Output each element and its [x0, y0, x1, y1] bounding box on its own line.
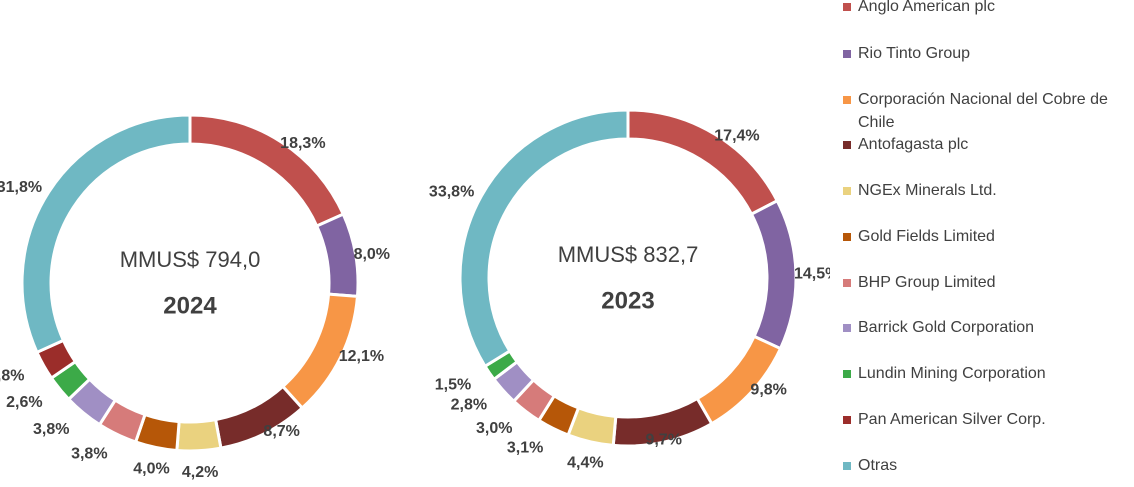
legend-item: BHP Group Limited: [843, 271, 1108, 294]
data-label: 3,0%: [476, 420, 512, 437]
slice: [188, 113, 346, 229]
legend-swatch: [843, 324, 851, 332]
slice: [20, 113, 192, 355]
center-label: MMUS$ 832,7: [558, 242, 699, 267]
chart-title: 2023: [601, 287, 654, 314]
data-label: 1,5%: [435, 377, 471, 394]
data-label: 33,8%: [429, 183, 474, 200]
data-label: 31,8%: [0, 179, 42, 196]
legend-swatch: [843, 141, 851, 149]
legend-label: Pan American Silver Corp.: [858, 411, 1046, 428]
legend-label: Rio Tinto Group: [858, 45, 971, 62]
data-label: 3,1%: [507, 439, 543, 456]
slice: [175, 417, 223, 453]
data-label: 2,8%: [451, 397, 487, 414]
legend-swatch: [843, 233, 851, 241]
legend-swatch: [843, 187, 851, 195]
legend-item: Antofagasta plc: [843, 133, 1108, 156]
legend-item: Anglo American plc: [843, 0, 1108, 18]
data-label: 17,4%: [714, 127, 759, 144]
legend-label: Gold Fields Limited: [858, 228, 995, 245]
data-label: 18,3%: [280, 135, 325, 152]
legend-swatch: [843, 370, 851, 378]
legend-swatch: [843, 50, 851, 58]
slice: [695, 334, 783, 426]
legend-swatch: [843, 3, 851, 11]
legend-item: Lundin Mining Corporation: [843, 362, 1108, 385]
legend-swatch: [843, 416, 851, 424]
legend-swatch: [843, 462, 851, 470]
data-label: 3,8%: [33, 421, 69, 438]
legend-label: Barrick Gold Corporation: [858, 319, 1035, 336]
slice: [458, 108, 630, 369]
data-label: 9,7%: [645, 431, 681, 448]
charts: 18,3% 8,0% 12,1% 8,7% 4,2% 4,0% 3,8%3,8% 2,6% 2,…: [0, 108, 830, 481]
data-label: 4,4%: [567, 454, 603, 471]
legend-label: Anglo American plc: [858, 0, 995, 15]
slice: [626, 108, 780, 217]
legend-item: Pan American Silver Corp.: [843, 408, 1108, 431]
data-label: 14,5%: [794, 266, 830, 283]
legend-label: BHP Group Limited: [858, 274, 996, 291]
legend-item: Corporación Nacional del Cobre de Chile: [843, 88, 1108, 134]
data-label: 12,1%: [339, 348, 384, 365]
legend-label: NGEx Minerals Ltd.: [858, 182, 997, 199]
legend-item: Otras: [843, 454, 1108, 477]
chart-title: 2024: [163, 292, 217, 319]
data-label: 8,7%: [263, 423, 299, 440]
data-label: 2,8%: [0, 367, 24, 384]
legend-item: NGEx Minerals Ltd.: [843, 179, 1108, 202]
data-label: 9,8%: [750, 381, 786, 398]
data-label: 4,2%: [182, 464, 218, 481]
legend-item: Barrick Gold Corporation: [843, 316, 1108, 339]
slice: [749, 198, 798, 351]
data-label: 8,0%: [354, 246, 390, 263]
slice: [314, 212, 360, 299]
legend-label: Otras: [858, 457, 898, 474]
legend-label: Corporación Nacional del Cobre de Chile: [858, 91, 1108, 131]
data-label: 2,6%: [6, 394, 42, 411]
legend-item: Gold Fields Limited: [843, 225, 1108, 248]
legend-label: Antofagasta plc: [858, 136, 969, 153]
data-label: 3,8%: [71, 445, 107, 462]
data-label: 4,0%: [133, 460, 169, 477]
legend-item: Rio Tinto Group: [843, 42, 1108, 65]
center-label: MMUS$ 794,0: [120, 247, 261, 272]
legend-label: Lundin Mining Corporation: [858, 365, 1046, 382]
legend-swatch: [843, 96, 851, 104]
legend-swatch: [843, 279, 851, 287]
